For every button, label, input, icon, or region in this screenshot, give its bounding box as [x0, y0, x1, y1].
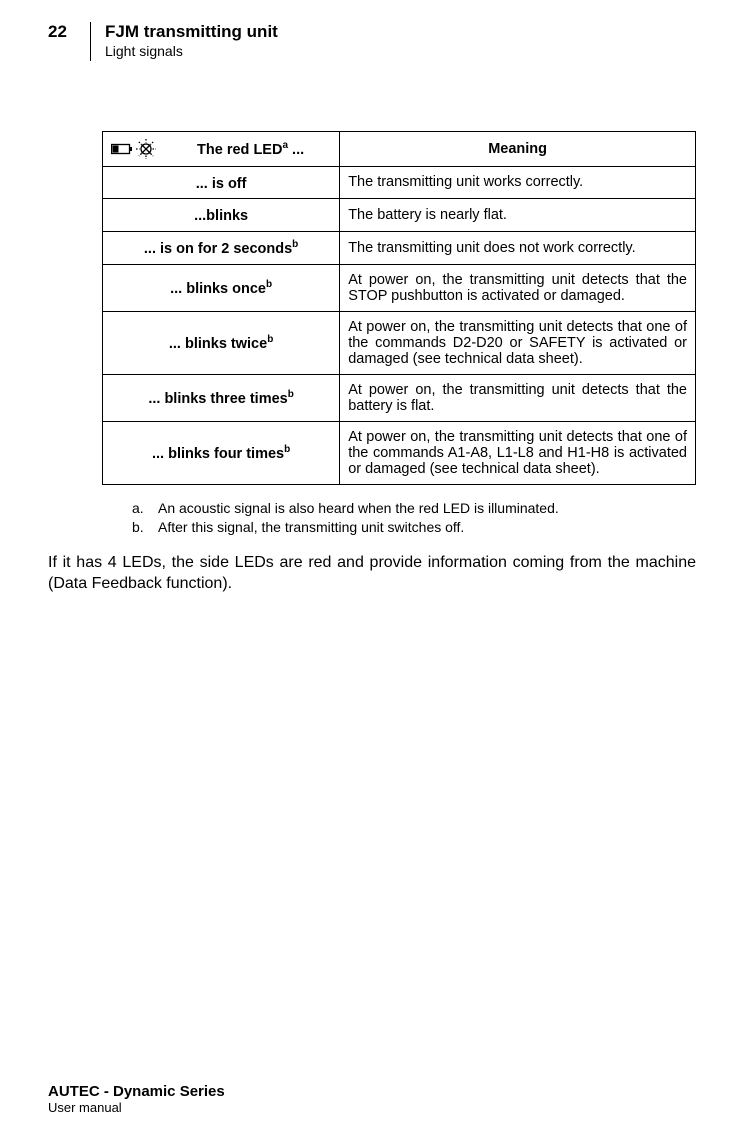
row-left: ... is off	[103, 166, 340, 199]
table-row: ... blinks onceb At power on, the transm…	[103, 265, 696, 312]
row-left: ... is on for 2 secondsb	[103, 232, 340, 265]
title-block: FJM transmitting unit Light signals	[90, 22, 278, 61]
header-left-prefix: The red LED	[197, 141, 282, 157]
row-left: ... blinks onceb	[103, 265, 340, 312]
row-right: At power on, the transmitting unit detec…	[340, 265, 696, 312]
row-right: At power on, the transmitting unit detec…	[340, 312, 696, 375]
page-footer: AUTEC - Dynamic Series User manual	[48, 1083, 225, 1115]
footer-title: AUTEC - Dynamic Series	[48, 1083, 225, 1100]
row-left: ...blinks	[103, 199, 340, 232]
table-row: ... is off The transmitting unit works c…	[103, 166, 696, 199]
page-subtitle: Light signals	[105, 42, 278, 60]
battery-led-icon	[111, 139, 156, 159]
led-signal-table: The red LEDa ... Meaning ... is off The …	[102, 131, 696, 485]
table-header-right: Meaning	[340, 131, 696, 166]
body-paragraph: If it has 4 LEDs, the side LEDs are red …	[48, 553, 696, 595]
content-area: The red LEDa ... Meaning ... is off The …	[102, 131, 696, 595]
row-right: At power on, the transmitting unit detec…	[340, 422, 696, 485]
footnote-text: An acoustic signal is also heard when th…	[158, 499, 559, 518]
header-left-suffix: ...	[288, 141, 304, 157]
footnote-label: a.	[132, 499, 158, 518]
row-left: ... blinks twiceb	[103, 312, 340, 375]
table-row: ... blinks four timesb At power on, the …	[103, 422, 696, 485]
row-left: ... blinks four timesb	[103, 422, 340, 485]
page-header: 22 FJM transmitting unit Light signals	[48, 22, 696, 61]
table-header-left: The red LEDa ...	[103, 131, 340, 166]
table-body: ... is off The transmitting unit works c…	[103, 166, 696, 484]
table-row: ... blinks twiceb At power on, the trans…	[103, 312, 696, 375]
table-row: ... blinks three timesb At power on, the…	[103, 375, 696, 422]
page: 22 FJM transmitting unit Light signals	[0, 0, 744, 1145]
footnotes: a. An acoustic signal is also heard when…	[132, 499, 696, 537]
row-left: ... blinks three timesb	[103, 375, 340, 422]
footnote-text: After this signal, the transmitting unit…	[158, 518, 464, 537]
page-title: FJM transmitting unit	[105, 22, 278, 42]
footnote-b: b. After this signal, the transmitting u…	[132, 518, 696, 537]
table-row: ...blinks The battery is nearly flat.	[103, 199, 696, 232]
table-header-row: The red LEDa ... Meaning	[103, 131, 696, 166]
row-right: The battery is nearly flat.	[340, 199, 696, 232]
footnote-a: a. An acoustic signal is also heard when…	[132, 499, 696, 518]
table-row: ... is on for 2 secondsb The transmittin…	[103, 232, 696, 265]
footnote-label: b.	[132, 518, 158, 537]
footer-subtitle: User manual	[48, 1100, 225, 1115]
row-right: At power on, the transmitting unit detec…	[340, 375, 696, 422]
row-right: The transmitting unit works correctly.	[340, 166, 696, 199]
page-number: 22	[48, 22, 90, 42]
row-right: The transmitting unit does not work corr…	[340, 232, 696, 265]
